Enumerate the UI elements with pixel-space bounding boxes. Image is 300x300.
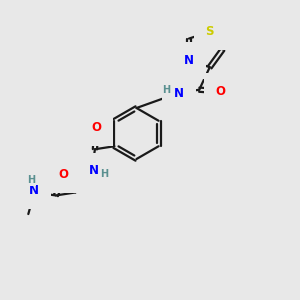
- Text: H: H: [100, 169, 109, 179]
- Text: N: N: [88, 164, 98, 177]
- Text: H: H: [162, 85, 170, 95]
- Text: N: N: [174, 87, 184, 100]
- Text: O: O: [92, 121, 101, 134]
- Text: H: H: [27, 175, 35, 185]
- Text: O: O: [216, 85, 226, 98]
- Text: N: N: [29, 184, 39, 197]
- Text: O: O: [58, 168, 68, 181]
- Text: S: S: [206, 25, 214, 38]
- Text: N: N: [184, 54, 194, 67]
